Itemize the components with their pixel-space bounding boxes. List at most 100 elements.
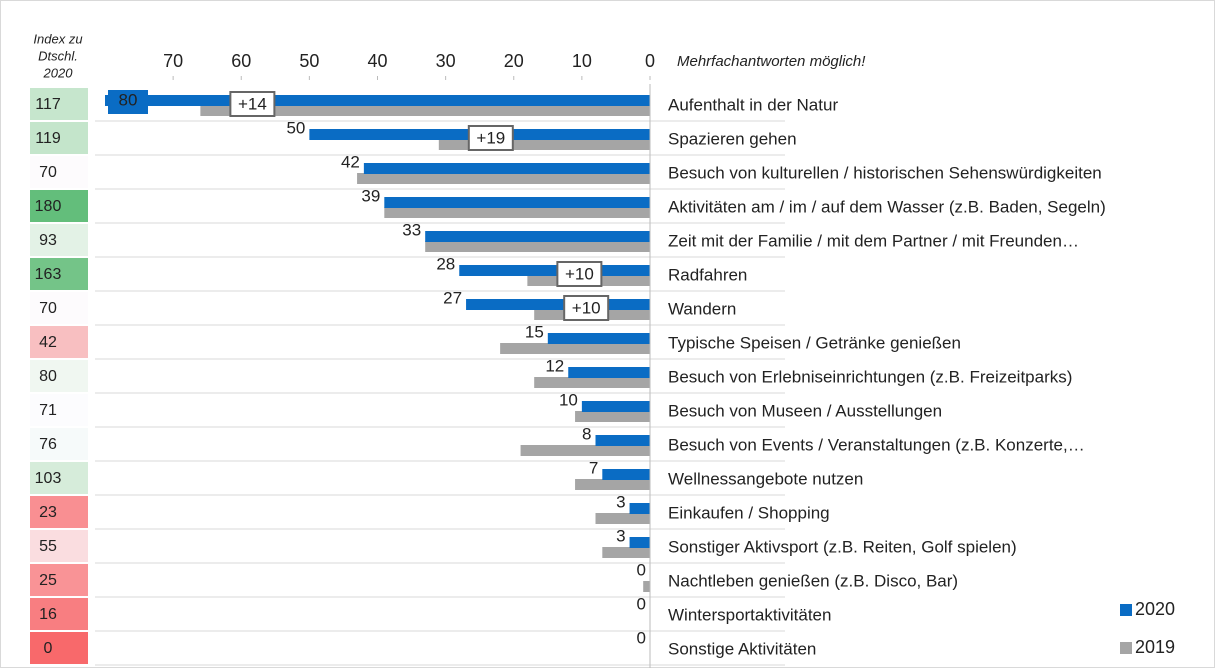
index-cell — [30, 428, 88, 460]
bar-2019 — [595, 513, 650, 524]
index-cell — [30, 224, 88, 256]
value-label: 39 — [361, 186, 380, 205]
bar-2020 — [602, 469, 650, 480]
category-label: Besuch von kulturellen / historischen Se… — [668, 163, 1102, 182]
difference-label: +14 — [238, 94, 267, 113]
index-value: 163 — [35, 266, 62, 283]
category-label: Radfahren — [668, 265, 747, 284]
index-cell — [30, 326, 88, 358]
bar-2020 — [581, 401, 650, 412]
category-label: Wintersportaktivitäten — [668, 605, 831, 624]
index-value: 93 — [39, 232, 57, 249]
value-label: 28 — [436, 254, 455, 273]
index-cell — [30, 88, 88, 120]
x-tick-label: 30 — [436, 51, 456, 71]
bar-2020 — [425, 231, 650, 242]
note: Mehrfachantworten möglich! — [677, 53, 866, 70]
category-label: Aktivitäten am / im / auf dem Wasser (z.… — [668, 197, 1106, 216]
value-label: 3 — [616, 526, 625, 545]
x-tick-label: 40 — [367, 51, 387, 71]
bar-2020 — [363, 163, 650, 174]
index-cell — [30, 258, 88, 290]
value-label: 50 — [286, 118, 305, 137]
index-cell — [30, 530, 88, 562]
difference-box — [563, 295, 610, 321]
value-label: 10 — [559, 390, 578, 409]
index-value: 23 — [39, 504, 57, 521]
value-label: 0 — [637, 628, 646, 647]
bar-2019 — [643, 581, 650, 592]
index-cell — [30, 292, 88, 324]
bar-2020 — [459, 265, 650, 276]
value-label: 8 — [582, 424, 591, 443]
index-cell — [30, 462, 88, 494]
index-value: 42 — [39, 334, 57, 351]
index-value: 71 — [39, 402, 57, 419]
index-header: Index zu — [33, 31, 82, 46]
index-value: 16 — [39, 606, 57, 623]
bar-2019 — [534, 377, 650, 388]
difference-box — [556, 261, 603, 287]
index-value: 80 — [39, 368, 57, 385]
bar-2020 — [466, 299, 650, 310]
value-label: 0 — [637, 594, 646, 613]
value-label-bg — [108, 90, 148, 114]
value-label: 15 — [525, 322, 544, 341]
bar-2020 — [384, 197, 650, 208]
category-label: Aufenthalt in der Natur — [668, 95, 838, 114]
bar-2019 — [575, 411, 650, 422]
index-value: 103 — [35, 470, 62, 487]
bar-2019 — [425, 241, 650, 252]
category-label: Wandern — [668, 299, 736, 318]
index-value: 55 — [39, 538, 57, 555]
index-cell — [30, 564, 88, 596]
bar-2019 — [575, 479, 650, 490]
index-header: Dtschl. — [38, 48, 78, 63]
category-label: Spazieren gehen — [668, 129, 797, 148]
bar-2020 — [595, 435, 650, 446]
index-header: 2020 — [43, 65, 74, 80]
index-cell — [30, 122, 88, 154]
category-label: Sonstiger Aktivsport (z.B. Reiten, Golf … — [668, 537, 1017, 556]
index-value: 180 — [35, 198, 62, 215]
index-value: 70 — [39, 300, 57, 317]
index-value: 76 — [39, 436, 57, 453]
index-cell — [30, 360, 88, 392]
category-label: Zeit mit der Familie / mit dem Partner /… — [668, 231, 1079, 250]
legend-label: 2020 — [1135, 599, 1175, 619]
legend-swatch — [1120, 604, 1132, 616]
legend-label: 2019 — [1135, 637, 1175, 657]
category-label: Besuch von Museen / Ausstellungen — [668, 401, 942, 420]
x-tick-label: 20 — [504, 51, 524, 71]
value-label: 42 — [341, 152, 360, 171]
category-label: Nachtleben genießen (z.B. Disco, Bar) — [668, 571, 958, 590]
bar-2019 — [200, 105, 650, 116]
category-label: Einkaufen / Shopping — [668, 503, 830, 522]
value-label: 12 — [545, 356, 564, 375]
index-cell — [30, 496, 88, 528]
index-cell — [30, 156, 88, 188]
bar-2019 — [438, 139, 650, 150]
x-tick-label: 0 — [645, 51, 655, 71]
difference-box — [467, 125, 514, 151]
index-value: 0 — [44, 640, 53, 657]
category-label: Besuch von Events / Veranstaltungen (z.B… — [668, 435, 1085, 454]
x-tick-label: 10 — [572, 51, 592, 71]
bar-2019 — [384, 207, 650, 218]
index-cell — [30, 632, 88, 664]
index-cell — [30, 190, 88, 222]
difference-label: +19 — [476, 128, 505, 147]
legend-swatch — [1120, 642, 1132, 654]
index-value: 25 — [39, 572, 57, 589]
x-tick-label: 50 — [299, 51, 319, 71]
bar-2020 — [629, 503, 650, 514]
value-label: 3 — [616, 492, 625, 511]
bar-2019 — [357, 173, 650, 184]
bar-2019 — [500, 343, 650, 354]
value-label: 0 — [637, 560, 646, 579]
difference-box — [229, 91, 276, 117]
x-tick-label: 60 — [231, 51, 251, 71]
category-label: Typische Speisen / Getränke genießen — [668, 333, 961, 352]
